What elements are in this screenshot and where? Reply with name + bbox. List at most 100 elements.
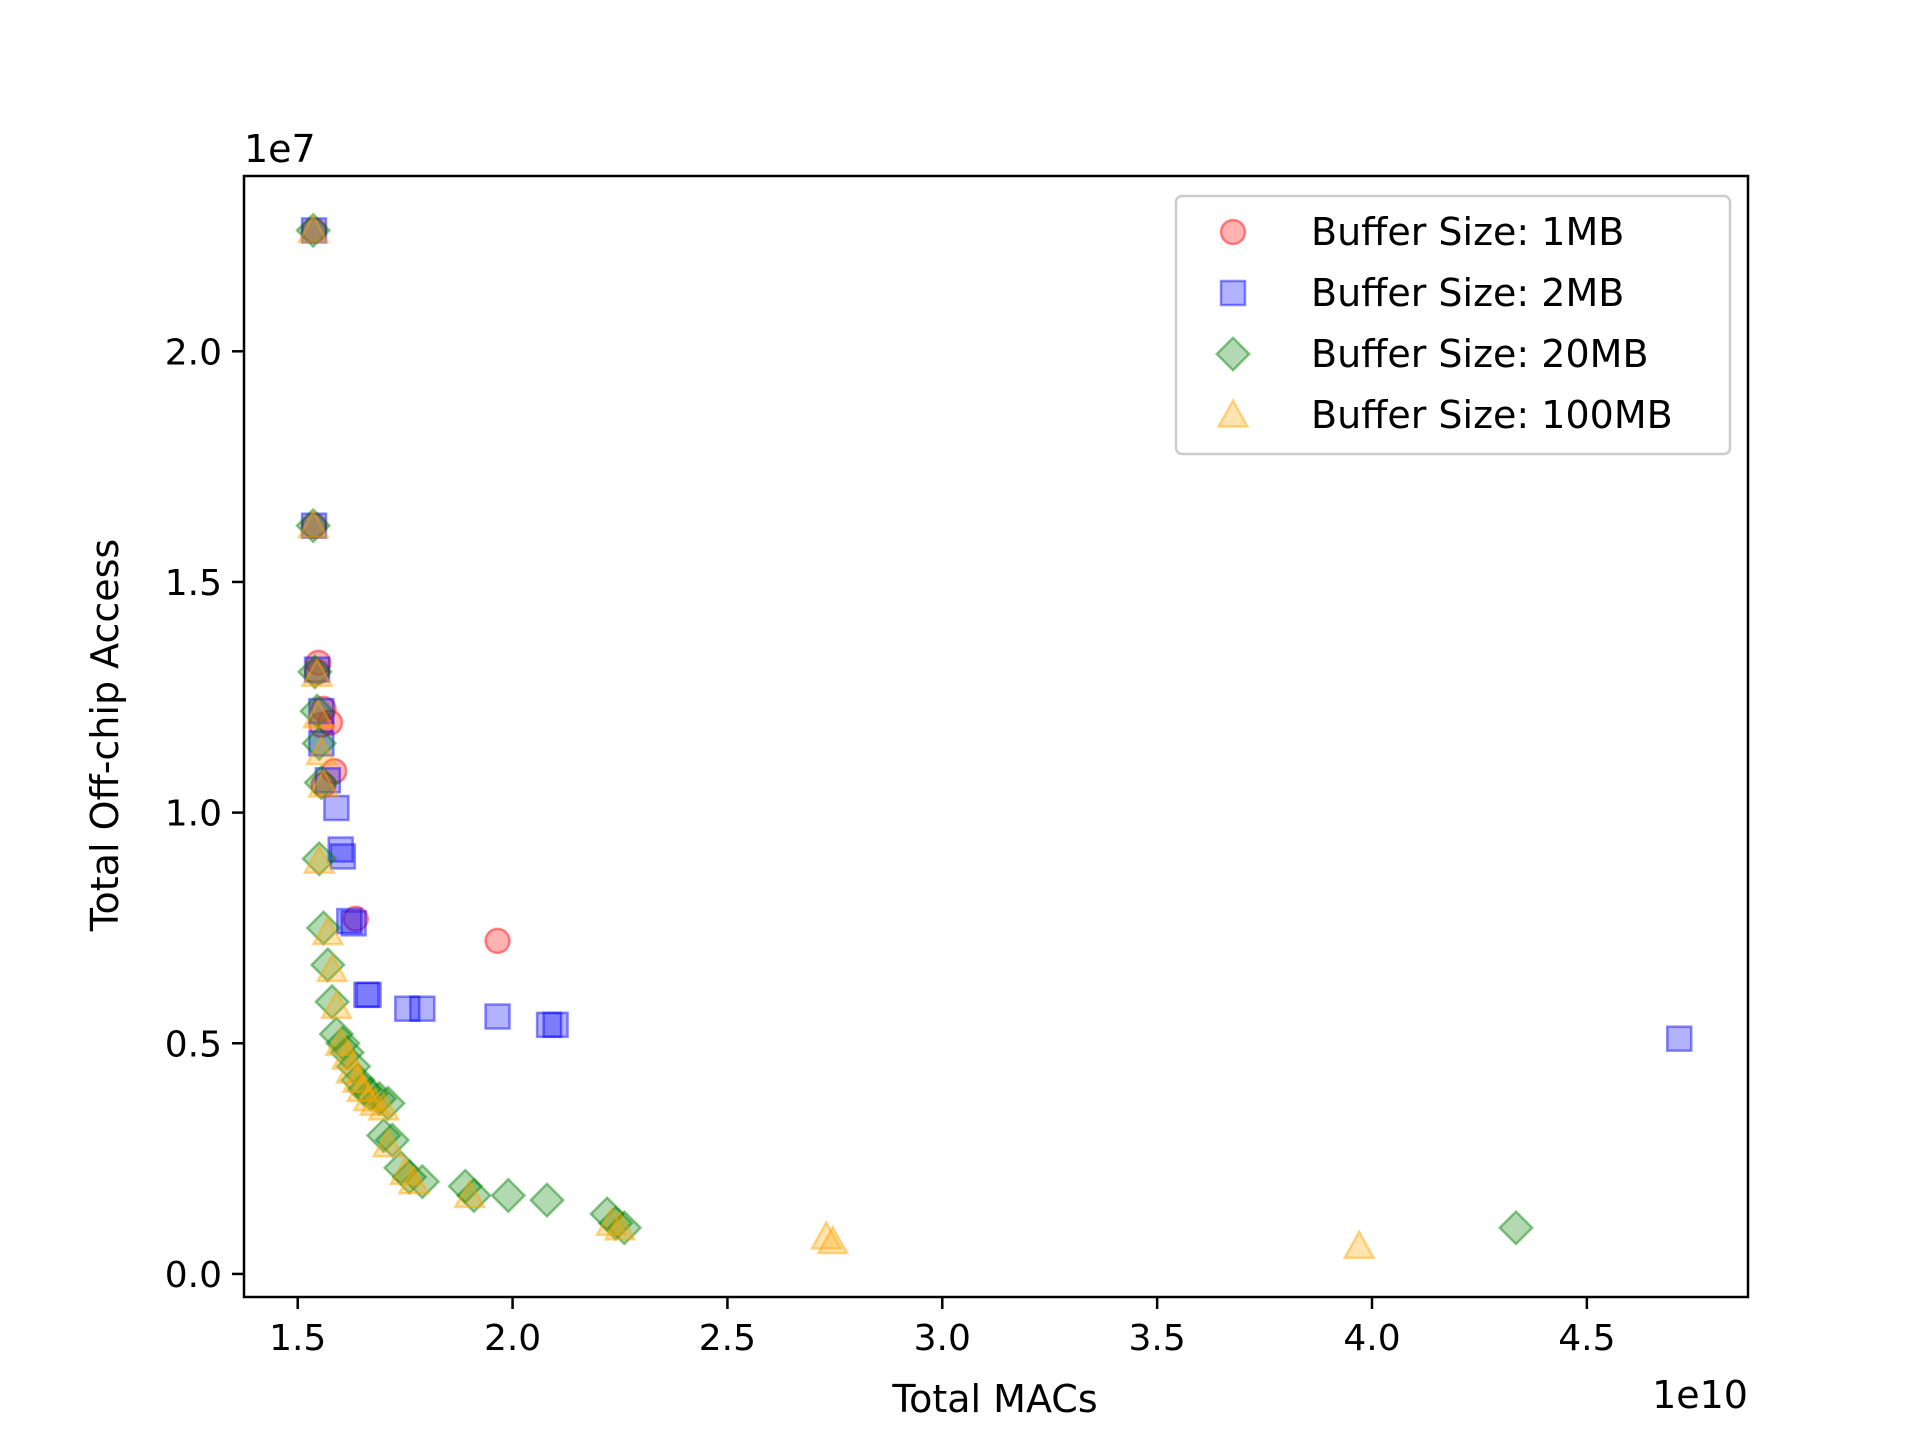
x-axis-offset-label: 1e10: [1652, 1373, 1748, 1417]
point-series0-9: [303, 658, 331, 686]
point-series2-2: [296, 653, 333, 690]
point-series1-14: [409, 995, 436, 1022]
point-series2-28: [589, 1195, 626, 1232]
legend-label-3: Buffer Size: 100MB: [1311, 393, 1673, 437]
point-series2-17: [361, 1080, 398, 1117]
point-series3-18: [371, 1127, 405, 1158]
point-series2-8: [309, 946, 346, 983]
x-tick-label-5: 4.0: [1343, 1318, 1400, 1359]
point-series1-16: [535, 1011, 563, 1039]
point-series1-5: [314, 767, 342, 794]
point-series2-26: [490, 1177, 527, 1214]
point-series3-13: [341, 1063, 375, 1093]
point-series1-6: [323, 794, 350, 822]
y-axis-offset-label: 1e7: [244, 127, 316, 171]
point-series1-0: [300, 217, 328, 244]
point-series3-23: [603, 1210, 637, 1241]
point-series0-3: [310, 695, 337, 723]
point-series3-17: [367, 1090, 401, 1121]
x-tick-label-3: 3.0: [914, 1318, 971, 1359]
y-tick-label-3: 1.5: [165, 563, 222, 604]
point-series3-9: [319, 989, 353, 1020]
point-series2-14: [339, 1062, 376, 1099]
point-series2-18: [369, 1085, 406, 1122]
point-series2-5: [303, 764, 340, 801]
point-series2-21: [382, 1149, 419, 1186]
legend-marker-2: [1215, 336, 1251, 372]
point-series2-4: [301, 725, 338, 762]
point-series3-22: [594, 1206, 628, 1236]
plot-marks: [295, 212, 1693, 1260]
point-series2-3: [299, 693, 336, 730]
point-series2-19: [365, 1117, 402, 1154]
y-tick-label-2: 1.0: [165, 794, 222, 835]
point-series2-16: [352, 1076, 389, 1112]
point-series2-30: [606, 1209, 643, 1246]
point-series0-8: [484, 927, 511, 955]
point-series1-8: [329, 843, 357, 870]
point-series2-29: [597, 1205, 634, 1242]
point-series0-1: [300, 512, 328, 539]
point-series3-1: [296, 508, 330, 539]
point-series1-11: [353, 981, 380, 1009]
point-series3-4: [304, 735, 338, 766]
point-series2-15: [346, 1071, 383, 1108]
point-series2-25: [455, 1177, 492, 1214]
point-series3-8: [315, 952, 349, 983]
point-series1-17: [542, 1011, 569, 1039]
legend-box: [1174, 194, 1732, 456]
point-series1-10: [340, 910, 367, 937]
point-series1-2: [303, 656, 331, 683]
point-series2-23: [404, 1163, 441, 1200]
point-series1-15: [484, 1003, 511, 1030]
x-tick-label-4: 3.5: [1129, 1318, 1186, 1359]
point-series3-10: [324, 1026, 358, 1057]
point-series2-27: [528, 1182, 565, 1219]
point-series1-4: [308, 730, 335, 757]
point-series3-20: [397, 1164, 431, 1195]
x-tick-label-2: 2.5: [699, 1318, 756, 1359]
point-series0-4: [316, 709, 344, 736]
point-series0-5: [320, 757, 348, 785]
point-series1-9: [336, 907, 363, 935]
axes: 1.5 2.0 2.5 3.0 3.5 4.0 4.5 0.0 0.5 1.0 1.5 2.0: [165, 174, 1750, 1359]
point-series3-26: [1342, 1229, 1376, 1260]
legend-marker-1: [1219, 279, 1247, 307]
point-series2-9: [314, 983, 351, 1020]
point-series2-1: [295, 507, 332, 544]
point-series3-14: [345, 1072, 379, 1103]
point-series2-6: [301, 840, 338, 877]
legend-label-1: Buffer Size: 2MB: [1311, 271, 1624, 315]
legend-label-2: Buffer Size: 20MB: [1311, 332, 1649, 376]
point-series3-3: [301, 698, 335, 729]
legend-label-0: Buffer Size: 1MB: [1311, 210, 1624, 254]
point-series1-12: [355, 981, 382, 1009]
y-tick-label-1: 0.5: [165, 1024, 222, 1065]
point-series2-11: [324, 1025, 361, 1062]
legend: Buffer Size: 1MB Buffer Size: 2MB Buffer S…: [1174, 194, 1732, 456]
point-series2-13: [335, 1048, 372, 1085]
x-tick-label-1: 2.0: [484, 1318, 541, 1359]
x-tick-label-0: 1.5: [269, 1318, 326, 1359]
point-series2-0: [295, 212, 332, 249]
point-series2-22: [391, 1159, 428, 1196]
point-series3-19: [388, 1155, 422, 1186]
point-series3-21: [453, 1178, 487, 1209]
point-series3-16: [358, 1086, 392, 1117]
point-series2-12: [329, 1034, 366, 1071]
point-series1-3: [308, 697, 335, 725]
point-series0-7: [342, 905, 369, 932]
point-series3-2: [300, 657, 334, 687]
point-series2-24: [447, 1168, 484, 1205]
x-tick-label-6: 4.5: [1558, 1318, 1615, 1359]
point-series3-24: [809, 1220, 843, 1250]
point-series3-5: [306, 767, 341, 798]
point-series0-2: [305, 649, 332, 676]
point-series0-6: [310, 771, 337, 799]
point-series3-6: [302, 844, 336, 874]
y-tick-label-4: 2.0: [165, 332, 222, 373]
point-series0-10: [308, 711, 335, 739]
point-series1-7: [327, 836, 354, 863]
point-series2-10: [318, 1016, 355, 1053]
